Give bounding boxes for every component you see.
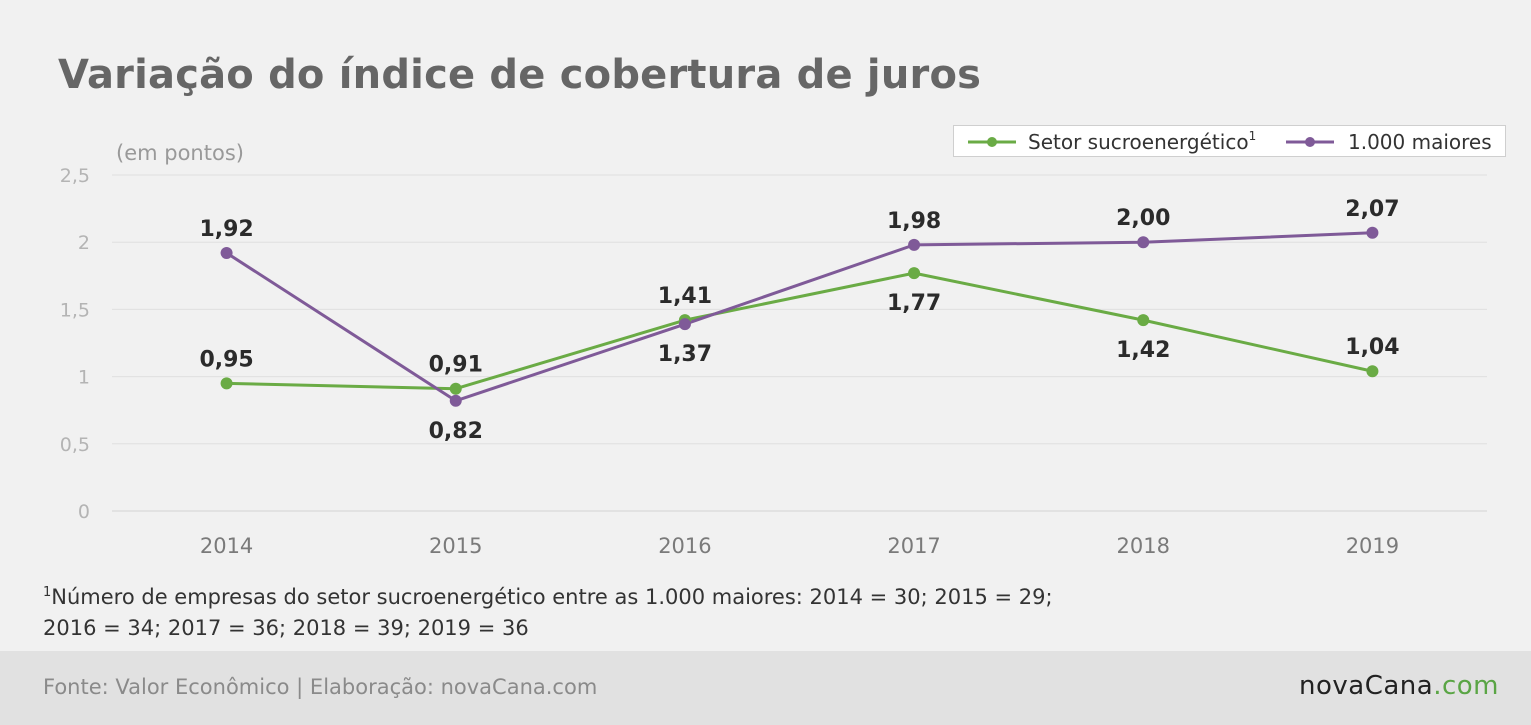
series-points [220, 226, 1379, 407]
line-chart: (em pontos) 00,511,522,5 2014 2015 2016 201… [60, 141, 1487, 558]
brand-name: novaCana [1299, 671, 1434, 701]
x-tick-label: 2016 [658, 534, 711, 558]
data-point [449, 394, 462, 407]
data-point [220, 377, 233, 390]
grid-lines [112, 174, 1487, 512]
x-tick-label: 2018 [1117, 534, 1170, 558]
x-tick-label: 2015 [429, 534, 482, 558]
footnote-marker: 1 [43, 585, 52, 600]
data-label: 2,00 [1116, 206, 1170, 231]
data-label: 1,41 [658, 284, 712, 309]
data-label: 1,37 [658, 342, 712, 367]
brand-suffix: .com [1433, 671, 1499, 701]
legend-label-maiores: 1.000 maiores [1348, 130, 1492, 154]
data-labels: 0,95 0,91 1,41 1,77 1,42 1,04 1,92 0,82 1,37 1,98… [199, 197, 1399, 444]
data-point [220, 246, 233, 259]
y-tick-label: 2,5 [60, 165, 90, 187]
y-axis: 0 0,5 1 1,5 2 2,5 [60, 165, 90, 523]
y-tick-label: 1 [78, 367, 90, 389]
legend-marker-sucroenergetico [987, 137, 997, 147]
series-lines [225, 231, 1373, 403]
data-point [908, 238, 921, 251]
data-point [1137, 314, 1150, 327]
footnote: 1Número de empresas do setor sucroenergé… [43, 582, 1193, 644]
data-label: 1,77 [887, 291, 941, 316]
legend: Setor sucroenergético1 1.000 maiores [953, 125, 1506, 157]
y-tick-label: 0,5 [60, 434, 90, 456]
x-tick-label: 2019 [1346, 534, 1399, 558]
data-point [1137, 236, 1150, 249]
data-label: 2,07 [1345, 197, 1399, 222]
x-axis: 2014 2015 2016 2017 2018 2019 [200, 534, 1399, 558]
data-label: 1,04 [1345, 335, 1399, 360]
series-line-0 [226, 271, 1373, 391]
y-tick-label: 1,5 [60, 299, 90, 321]
data-point [1366, 365, 1379, 378]
data-label: 1,42 [1116, 338, 1170, 363]
legend-label-sucroenergetico: Setor sucroenergético1 [1028, 129, 1256, 154]
legend-graphic: Setor sucroenergético1 1.000 maiores [968, 129, 1492, 154]
source-credit: Fonte: Valor Econômico | Elaboração: nov… [43, 675, 598, 699]
y-tick-label: 0 [78, 501, 90, 523]
y-tick-label: 2 [78, 232, 90, 254]
x-tick-label: 2017 [887, 534, 940, 558]
legend-footnote-marker: 1 [1249, 129, 1257, 143]
data-point [449, 382, 462, 395]
data-label: 0,95 [199, 347, 253, 372]
footer-bar: Fonte: Valor Econômico | Elaboração: nov… [0, 651, 1531, 725]
footnote-line-2: 2016 = 34; 2017 = 36; 2018 = 39; 2019 = … [43, 616, 529, 640]
data-label: 1,98 [887, 209, 941, 234]
legend-marker-maiores [1305, 137, 1315, 147]
data-point [1366, 226, 1379, 239]
chart-title: Variação do índice de cobertura de juros [58, 52, 982, 98]
series-line-1 [225, 231, 1373, 403]
data-label: 1,92 [199, 217, 253, 242]
x-tick-label: 2014 [200, 534, 253, 558]
unit-label: (em pontos) [116, 141, 244, 165]
legend-name-sucroenergetico: Setor sucroenergético [1028, 130, 1249, 154]
data-point [908, 267, 921, 280]
brand-logo: novaCana.com [1299, 671, 1499, 701]
footnote-line-1: Número de empresas do setor sucroenergét… [51, 585, 1053, 609]
data-point [678, 318, 691, 331]
data-label: 0,82 [429, 419, 483, 444]
data-label: 0,91 [429, 353, 483, 378]
